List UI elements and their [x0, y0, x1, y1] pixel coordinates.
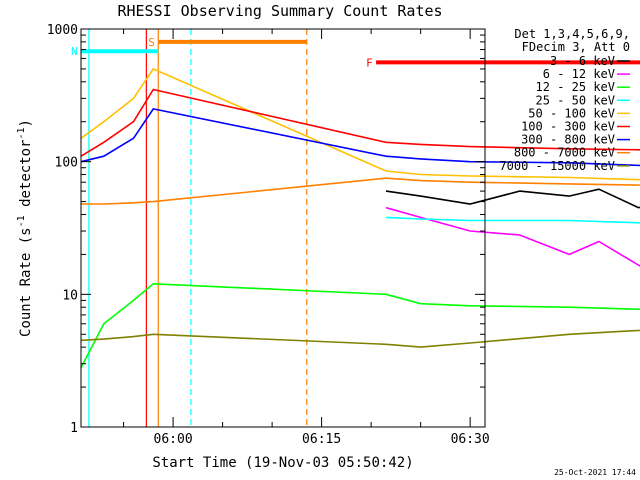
attenuator-bar-label: N: [71, 45, 78, 58]
legend-entry-label: 12 - 25 keV: [536, 80, 615, 94]
x-axis-label: Start Time (19-Nov-03 05:50:42): [152, 455, 413, 471]
x-tick-label: 06:30: [451, 432, 490, 447]
attenuator-bar-label: F: [366, 56, 373, 69]
y-axis-label-sup1: -1: [16, 215, 27, 227]
y-tick-label: 1: [70, 421, 78, 436]
series-group: [80, 67, 640, 369]
series-line: [80, 329, 640, 348]
y-tick-label: 10: [62, 288, 78, 303]
y-axis-label-main: Count Rate (s: [18, 227, 34, 337]
attenuator-bar-label: S: [148, 36, 155, 49]
chart-title: RHESSI Observing Summary Count Rates: [117, 2, 442, 20]
series-line: [80, 88, 640, 157]
legend-entry-label: 300 - 800 keV: [521, 133, 615, 147]
legend-header-line-1: Det 1,3,4,5,6,9,: [514, 27, 630, 41]
y-axis-label-mid: detector: [18, 140, 34, 216]
legend-entry-label: 100 - 300 keV: [521, 120, 615, 134]
series-line: [80, 108, 640, 167]
series-line: [385, 216, 640, 224]
y-axis-ticks: 1 10 100 1000: [47, 23, 485, 436]
legend-entry-label: 800 - 7000 keV: [514, 146, 615, 160]
legend-entry-label: 25 - 50 keV: [536, 93, 615, 107]
x-tick-label: 06:00: [154, 432, 193, 447]
series-line: [385, 188, 640, 209]
legend-entry-label: 6 - 12 keV: [543, 67, 615, 81]
legend-header-line-2: FDecim 3, Att 0: [522, 40, 630, 54]
series-line: [81, 177, 640, 205]
y-tick-label: 1000: [47, 23, 78, 38]
footer-timestamp: 25-Oct-2021 17:44: [554, 468, 636, 477]
y-tick-label: 100: [55, 156, 78, 171]
y-axis-label: Count Rate (s-1 detector-1): [16, 119, 34, 337]
legend-entry-label: 3 - 6 keV: [550, 54, 615, 68]
y-axis-label-end: ): [18, 119, 34, 127]
vertical-marker-group: [88, 29, 308, 427]
legend: Det 1,3,4,5,6,9, FDecim 3, Att 0 3 - 6 k…: [499, 27, 630, 173]
y-axis-label-sup2: -1: [16, 127, 27, 139]
attenuator-bar-group: S N F: [71, 36, 640, 69]
legend-entry-label: 7000 - 15000 keV: [499, 159, 615, 173]
legend-entry-label: 50 - 100 keV: [528, 106, 615, 120]
series-line: [80, 67, 640, 181]
plot-frame: [80, 28, 486, 428]
series-line: [80, 282, 640, 369]
series-line: [385, 206, 640, 267]
x-axis-ticks: 06:00 06:15 06:30: [123, 29, 490, 447]
x-tick-label: 06:15: [302, 432, 341, 447]
